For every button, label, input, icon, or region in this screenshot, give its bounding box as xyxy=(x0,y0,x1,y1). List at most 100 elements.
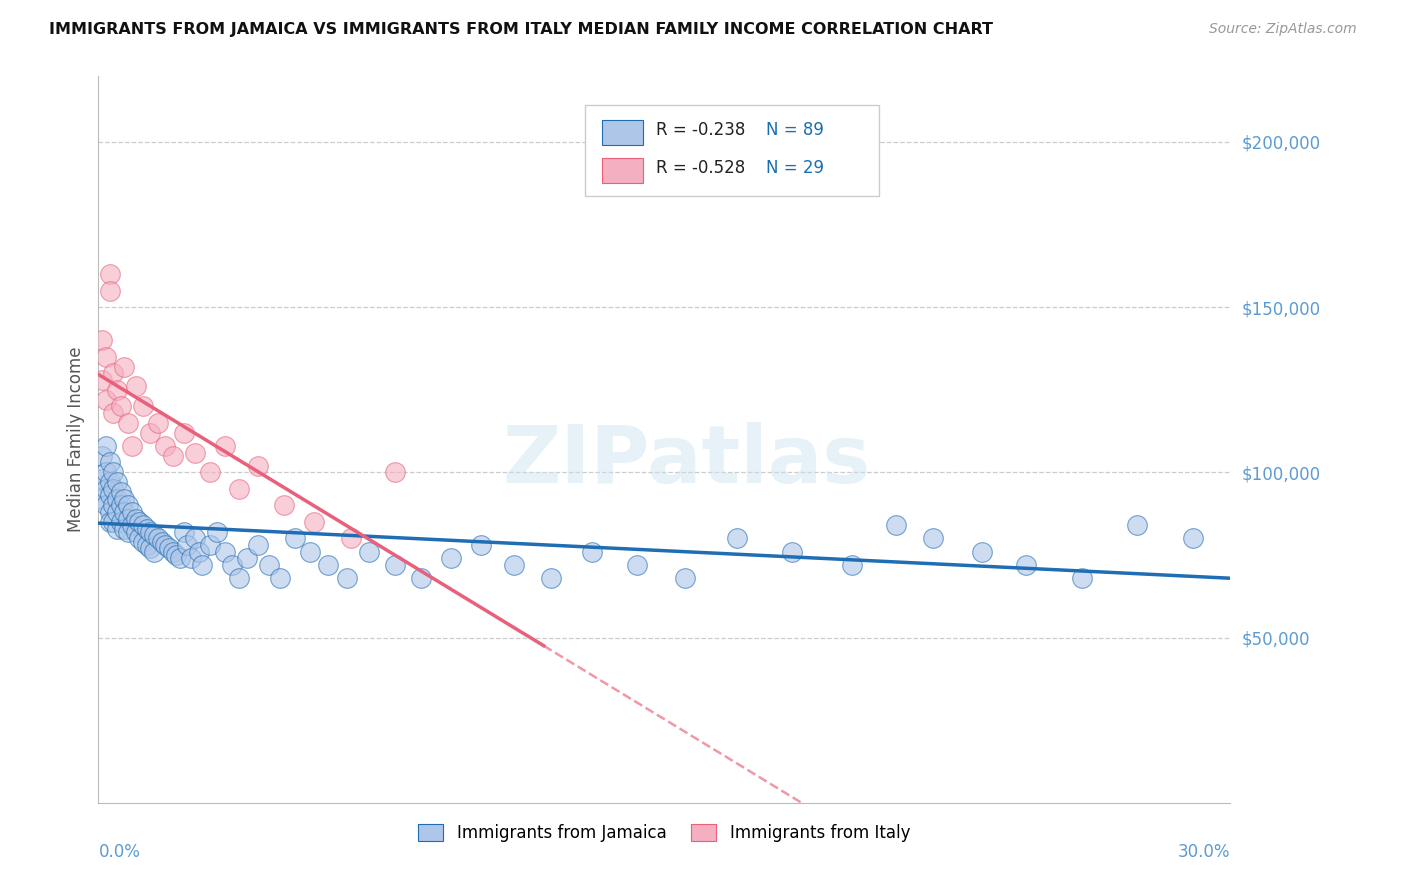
Point xyxy=(246,458,269,473)
Point xyxy=(673,571,696,585)
Point xyxy=(257,558,280,572)
Point xyxy=(440,551,463,566)
Point xyxy=(336,571,359,585)
Point xyxy=(103,499,125,513)
Point xyxy=(98,488,121,502)
Point xyxy=(157,541,180,556)
Point xyxy=(132,399,155,413)
Point xyxy=(132,518,155,533)
Point xyxy=(318,558,340,572)
Point xyxy=(110,485,132,500)
Point xyxy=(782,544,804,558)
Point xyxy=(98,284,121,298)
Point xyxy=(94,439,117,453)
Point xyxy=(124,379,146,393)
Point xyxy=(146,416,169,430)
Point xyxy=(117,499,139,513)
Point xyxy=(105,491,128,506)
Point xyxy=(269,571,291,585)
Point xyxy=(970,544,993,558)
Point xyxy=(112,359,135,374)
Point xyxy=(725,532,748,546)
Point xyxy=(94,499,117,513)
Point xyxy=(205,524,228,539)
Point xyxy=(922,532,945,546)
Point xyxy=(139,541,162,556)
FancyBboxPatch shape xyxy=(602,120,643,145)
Text: Source: ZipAtlas.com: Source: ZipAtlas.com xyxy=(1209,22,1357,37)
Point xyxy=(105,505,128,519)
Point xyxy=(91,333,114,347)
Point xyxy=(103,406,125,420)
Point xyxy=(173,524,195,539)
Point xyxy=(94,466,117,480)
Point xyxy=(98,515,121,529)
Point xyxy=(246,538,269,552)
Point xyxy=(124,511,146,525)
Text: 0.0%: 0.0% xyxy=(98,843,141,861)
Legend: Immigrants from Jamaica, Immigrants from Italy: Immigrants from Jamaica, Immigrants from… xyxy=(412,817,917,849)
Point xyxy=(411,571,433,585)
Point xyxy=(105,522,128,536)
Point xyxy=(302,515,325,529)
Point xyxy=(359,544,381,558)
Point xyxy=(228,571,250,585)
Point xyxy=(228,482,250,496)
Point xyxy=(98,267,121,281)
Point xyxy=(214,544,236,558)
Point xyxy=(91,491,114,506)
Point xyxy=(1182,532,1205,546)
Text: 30.0%: 30.0% xyxy=(1178,843,1230,861)
Point xyxy=(143,528,166,542)
Point xyxy=(117,511,139,525)
Point xyxy=(98,505,121,519)
Point xyxy=(135,522,157,536)
Point xyxy=(150,534,173,549)
Point xyxy=(626,558,648,572)
Point xyxy=(155,538,177,552)
Point xyxy=(540,571,562,585)
Point xyxy=(94,482,117,496)
Point xyxy=(198,538,221,552)
Point xyxy=(94,392,117,407)
Point xyxy=(184,532,207,546)
Point xyxy=(184,445,207,459)
Point xyxy=(173,425,195,440)
Point xyxy=(339,532,361,546)
Point xyxy=(103,366,125,380)
Text: ZIPatlas: ZIPatlas xyxy=(503,422,872,500)
Point xyxy=(91,449,114,463)
Point xyxy=(884,518,907,533)
Point xyxy=(384,466,406,480)
Text: IMMIGRANTS FROM JAMAICA VS IMMIGRANTS FROM ITALY MEDIAN FAMILY INCOME CORRELATIO: IMMIGRANTS FROM JAMAICA VS IMMIGRANTS FR… xyxy=(49,22,993,37)
Text: N = 89: N = 89 xyxy=(766,121,824,139)
Point xyxy=(841,558,863,572)
Point xyxy=(128,515,150,529)
Point xyxy=(103,466,125,480)
Point xyxy=(176,538,198,552)
Point xyxy=(117,416,139,430)
Point xyxy=(284,532,307,546)
Point xyxy=(124,524,146,539)
Point xyxy=(581,544,603,558)
Point xyxy=(91,472,114,486)
Point xyxy=(91,373,114,387)
Point xyxy=(110,399,132,413)
Point xyxy=(139,425,162,440)
Text: R = -0.528: R = -0.528 xyxy=(657,159,745,178)
Point xyxy=(110,499,132,513)
Point xyxy=(105,383,128,397)
FancyBboxPatch shape xyxy=(602,158,643,183)
Point xyxy=(146,532,169,546)
Point xyxy=(105,475,128,490)
Point xyxy=(162,449,184,463)
Point xyxy=(180,551,202,566)
Point xyxy=(470,538,492,552)
Point xyxy=(165,548,187,562)
Point xyxy=(1126,518,1149,533)
Point xyxy=(103,482,125,496)
Point xyxy=(187,544,209,558)
Point xyxy=(112,522,135,536)
Point xyxy=(273,499,295,513)
FancyBboxPatch shape xyxy=(585,105,879,195)
